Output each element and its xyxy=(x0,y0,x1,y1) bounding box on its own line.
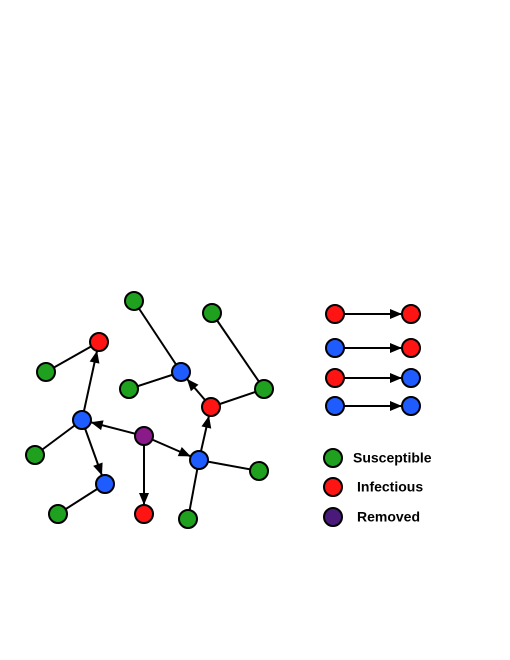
node xyxy=(134,426,154,446)
transition-legend xyxy=(325,304,421,416)
edge xyxy=(133,300,182,373)
node xyxy=(202,303,222,323)
legend-swatch xyxy=(323,477,343,497)
node xyxy=(325,338,345,358)
node xyxy=(48,504,68,524)
node xyxy=(124,291,144,311)
legend: Susceptible Infectious Removed xyxy=(323,448,432,527)
edge xyxy=(198,459,260,472)
edges xyxy=(34,300,265,520)
legend-label: Infectious xyxy=(357,479,423,495)
legend-swatch xyxy=(323,448,343,468)
edge xyxy=(211,312,265,390)
node xyxy=(189,450,209,470)
node xyxy=(36,362,56,382)
node xyxy=(325,368,345,388)
node xyxy=(249,461,269,481)
node xyxy=(25,445,45,465)
edge xyxy=(187,459,200,520)
node xyxy=(89,332,109,352)
legend-swatch xyxy=(323,507,343,527)
node xyxy=(401,368,421,388)
node xyxy=(134,504,154,524)
node xyxy=(401,338,421,358)
arrow xyxy=(81,419,145,437)
node xyxy=(325,396,345,416)
node xyxy=(119,379,139,399)
node xyxy=(201,397,221,417)
node xyxy=(254,379,274,399)
nodes xyxy=(25,291,274,529)
node xyxy=(171,362,191,382)
node xyxy=(325,304,345,324)
node xyxy=(401,304,421,324)
arrow xyxy=(143,435,200,461)
edge xyxy=(45,341,100,373)
arrow xyxy=(81,341,100,421)
legend-label: Susceptible xyxy=(353,450,432,466)
node xyxy=(95,474,115,494)
node xyxy=(178,509,198,529)
arrow xyxy=(81,419,106,485)
node xyxy=(401,396,421,416)
legend-label: Removed xyxy=(357,509,420,525)
node xyxy=(72,410,92,430)
